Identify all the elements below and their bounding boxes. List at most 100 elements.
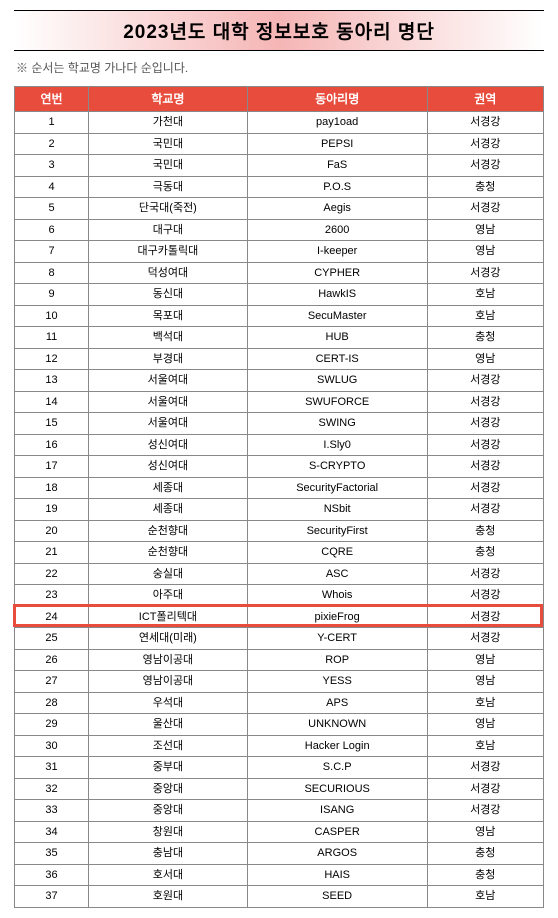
table-cell: 숭실대 (89, 563, 248, 585)
table-cell: 19 (15, 499, 89, 521)
table-cell: 7 (15, 241, 89, 263)
table-cell: 서경강 (427, 434, 543, 456)
table-row: 19세종대NSbit서경강 (15, 499, 544, 521)
table-cell: 33 (15, 800, 89, 822)
table-cell: 서경강 (427, 778, 543, 800)
table-cell: 단국대(죽전) (89, 198, 248, 220)
table-cell: I.Sly0 (247, 434, 427, 456)
table-cell: FaS (247, 155, 427, 177)
table-cell: 영남 (427, 821, 543, 843)
table-cell: 세종대 (89, 499, 248, 521)
table-cell: 15 (15, 413, 89, 435)
table-row: 9동신대HawkIS호남 (15, 284, 544, 306)
table-cell: 34 (15, 821, 89, 843)
table-cell: 8 (15, 262, 89, 284)
page-title: 2023년도 대학 정보보호 동아리 명단 (14, 17, 544, 44)
table-cell: 37 (15, 886, 89, 908)
table-cell: SecuMaster (247, 305, 427, 327)
table-cell: 영남 (427, 241, 543, 263)
table-cell: 서울여대 (89, 370, 248, 392)
table-cell: ROP (247, 649, 427, 671)
table-cell: 9 (15, 284, 89, 306)
table-cell: SecurityFirst (247, 520, 427, 542)
table-cell: 호서대 (89, 864, 248, 886)
table-cell: 13 (15, 370, 89, 392)
table-row: 24ICT폴리텍대pixieFrog서경강 (15, 606, 544, 628)
table-cell: 연세대(미래) (89, 628, 248, 650)
table-cell: 서경강 (427, 800, 543, 822)
table-cell: 극동대 (89, 176, 248, 198)
table-cell: S.C.P (247, 757, 427, 779)
table-cell: 영남 (427, 348, 543, 370)
table-cell: 6 (15, 219, 89, 241)
table-cell: Whois (247, 585, 427, 607)
table-cell: ASC (247, 563, 427, 585)
table-cell: 가천대 (89, 112, 248, 134)
table-cell: 호남 (427, 692, 543, 714)
table-cell: 아주대 (89, 585, 248, 607)
table-row: 28우석대APS호남 (15, 692, 544, 714)
table-cell: 30 (15, 735, 89, 757)
table-cell: 서경강 (427, 606, 543, 628)
table-row: 1가천대pay1oad서경강 (15, 112, 544, 134)
table-cell: 호남 (427, 886, 543, 908)
table-cell: YESS (247, 671, 427, 693)
table-cell: 2 (15, 133, 89, 155)
table-row: 34창원대CASPER영남 (15, 821, 544, 843)
table-cell: 충청 (427, 176, 543, 198)
table-cell: 중부대 (89, 757, 248, 779)
table-cell: APS (247, 692, 427, 714)
table-cell: 울산대 (89, 714, 248, 736)
table-row: 35충남대ARGOS충청 (15, 843, 544, 865)
table-cell: HUB (247, 327, 427, 349)
table-cell: 서경강 (427, 391, 543, 413)
table-cell: 충청 (427, 327, 543, 349)
table-cell: 대구카톨릭대 (89, 241, 248, 263)
table-cell: 서경강 (427, 499, 543, 521)
table-row: 18세종대SecurityFactorial서경강 (15, 477, 544, 499)
table-cell: 백석대 (89, 327, 248, 349)
table-row: 32중앙대SECURIOUS서경강 (15, 778, 544, 800)
table-cell: 호남 (427, 305, 543, 327)
table-cell: 영남이공대 (89, 671, 248, 693)
table-cell: ISANG (247, 800, 427, 822)
table-cell: 24 (15, 606, 89, 628)
table-cell: 16 (15, 434, 89, 456)
table-cell: 1 (15, 112, 89, 134)
table-row: 12부경대CERT-IS영남 (15, 348, 544, 370)
table-cell: 호원대 (89, 886, 248, 908)
table-cell: NSbit (247, 499, 427, 521)
table-cell: 영남 (427, 671, 543, 693)
table-cell: CERT-IS (247, 348, 427, 370)
table-cell: 4 (15, 176, 89, 198)
table-cell: 호남 (427, 284, 543, 306)
table-cell: 서경강 (427, 198, 543, 220)
table-cell: pay1oad (247, 112, 427, 134)
table-cell: 14 (15, 391, 89, 413)
table-cell: 서경강 (427, 628, 543, 650)
table-cell: 27 (15, 671, 89, 693)
table-cell: 순천향대 (89, 520, 248, 542)
table-row: 22숭실대ASC서경강 (15, 563, 544, 585)
table-cell: 국민대 (89, 133, 248, 155)
table-cell: HawkIS (247, 284, 427, 306)
header-row: 연번 학교명 동아리명 권역 (15, 87, 544, 112)
table-cell: 서경강 (427, 262, 543, 284)
table-cell: SWING (247, 413, 427, 435)
table-row: 23아주대Whois서경강 (15, 585, 544, 607)
table-cell: pixieFrog (247, 606, 427, 628)
col-number: 연번 (15, 87, 89, 112)
table-row: 6대구대2600영남 (15, 219, 544, 241)
table-cell: 서경강 (427, 112, 543, 134)
table-cell: 창원대 (89, 821, 248, 843)
table-cell: HAIS (247, 864, 427, 886)
table-cell: PEPSI (247, 133, 427, 155)
table-cell: 덕성여대 (89, 262, 248, 284)
table-row: 31중부대S.C.P서경강 (15, 757, 544, 779)
table-cell: 성신여대 (89, 434, 248, 456)
table-row: 26영남이공대ROP영남 (15, 649, 544, 671)
table-cell: 35 (15, 843, 89, 865)
table-cell: 서경강 (427, 585, 543, 607)
table-row: 37호원대SEED호남 (15, 886, 544, 908)
col-region: 권역 (427, 87, 543, 112)
